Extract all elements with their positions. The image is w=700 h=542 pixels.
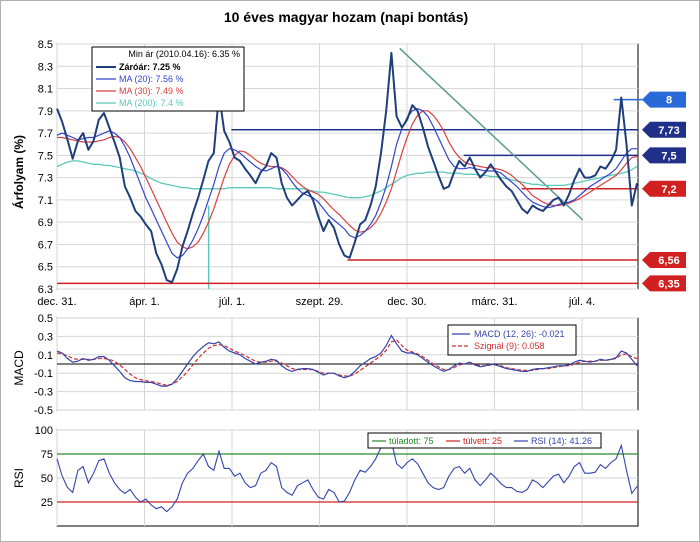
- x-tick-label: ápr. 1.: [129, 296, 160, 308]
- x-tick-label: júl. 4.: [568, 296, 595, 308]
- legend-entry: MA (20): 7.56 %: [119, 74, 184, 84]
- level-tag: [642, 147, 686, 164]
- macd-y-tick-label: -0.5: [34, 405, 53, 417]
- price-y-tick-label: 7.1: [38, 195, 53, 207]
- price-y-tick-label: 6.3: [38, 284, 53, 296]
- legend-entry: Szignál (9): 0.058: [474, 341, 545, 351]
- rsi-y-tick-label: 75: [41, 449, 53, 461]
- legend-entry: túlvett: 25: [463, 436, 502, 446]
- price-y-tick-label: 7.7: [38, 128, 53, 140]
- trendline: [399, 47, 584, 221]
- signal-line: [56, 339, 638, 386]
- price-y-tick-label: 6.5: [38, 262, 53, 274]
- price-y-tick-label: 7.9: [38, 106, 53, 118]
- legend-entry: MA (30): 7.49 %: [119, 86, 184, 96]
- macd-y-tick-label: -0.1: [34, 368, 53, 380]
- level-tag-label: 7,2: [661, 184, 676, 196]
- level-tag-label: 6,56: [658, 255, 679, 267]
- macd-line: [56, 334, 638, 387]
- macd-legend: [447, 324, 577, 356]
- rsi-y-tick-label: 100: [35, 425, 53, 437]
- series-line-ma20: [56, 108, 637, 259]
- macd-y-tick-label: 0.3: [38, 331, 53, 343]
- macd-panel: 0.5 0.3 0.1 -0.1 -0.3 -0.5 MACD (12, 26): -0.0…: [34, 313, 639, 417]
- legend-entry: MA (200): 7.4 %: [119, 98, 184, 108]
- x-tick-label: dec. 30.: [387, 296, 426, 308]
- level-tag: [642, 91, 686, 108]
- series-line-ma30: [57, 110, 638, 250]
- macd-y-axis-label: MACD: [12, 350, 26, 386]
- rsi-y-axis-label: RSI: [12, 468, 26, 488]
- series-line-close: [56, 51, 638, 284]
- rsi-legend: [367, 432, 602, 449]
- x-tick-label: márc. 31.: [472, 296, 518, 308]
- price-y-tick-label: 6.9: [38, 217, 53, 229]
- level-tag-label: 7,5: [661, 150, 676, 162]
- level-tag: [642, 121, 686, 138]
- level-tag-label: 6,35: [658, 278, 679, 290]
- price-y-tick-label: 6.7: [38, 239, 53, 251]
- price-y-tick-label: 8.3: [38, 61, 53, 73]
- price-y-axis-label: Árfolyam (%): [11, 135, 26, 209]
- legend-entry: MACD (12, 26): -0.021: [474, 329, 565, 339]
- x-tick-label: júl. 1.: [218, 296, 245, 308]
- legend-min-header: Min ár (2010.04.16): 6.35 %: [128, 49, 240, 59]
- price-y-tick-label: 7.5: [38, 150, 53, 162]
- level-tag: [642, 180, 686, 197]
- macd-y-tick-label: -0.3: [34, 387, 53, 399]
- series-line-ma200: [56, 160, 638, 199]
- x-tick-label: szept. 29.: [296, 296, 344, 308]
- level-tag-label: 7,73: [658, 125, 679, 137]
- price-legend: [91, 46, 245, 112]
- price-y-tick-label: 8.5: [38, 39, 53, 51]
- level-tag: [642, 275, 686, 292]
- legend-entry: RSI (14): 41.26: [531, 436, 592, 446]
- level-tag-label: 8: [666, 95, 672, 107]
- price-y-tick-label: 8.1: [38, 84, 53, 96]
- x-tick-label: dec. 31.: [37, 296, 76, 308]
- level-tag: [642, 252, 686, 269]
- price-panel: 8.58.38.17.97.77.57.37.16.96.76.56.3dec.…: [37, 39, 686, 308]
- price-y-tick-label: 7.3: [38, 173, 53, 185]
- rsi-line: [56, 436, 638, 513]
- rsi-y-tick-label: 25: [41, 497, 53, 509]
- macd-y-tick-label: 0.5: [38, 313, 53, 325]
- rsi-y-tick-label: 50: [41, 473, 53, 485]
- chart-title: 10 éves magyar hozam (napi bontás): [224, 9, 468, 25]
- rsi-panel: 100 75 50 25 túladott: 75 túlvett: 25 RSI (14)…: [35, 425, 639, 527]
- legend-entry: Záróár: 7.25 %: [119, 62, 181, 72]
- legend-entry: túladott: 75: [389, 436, 434, 446]
- macd-y-tick-label: 0.1: [38, 350, 53, 362]
